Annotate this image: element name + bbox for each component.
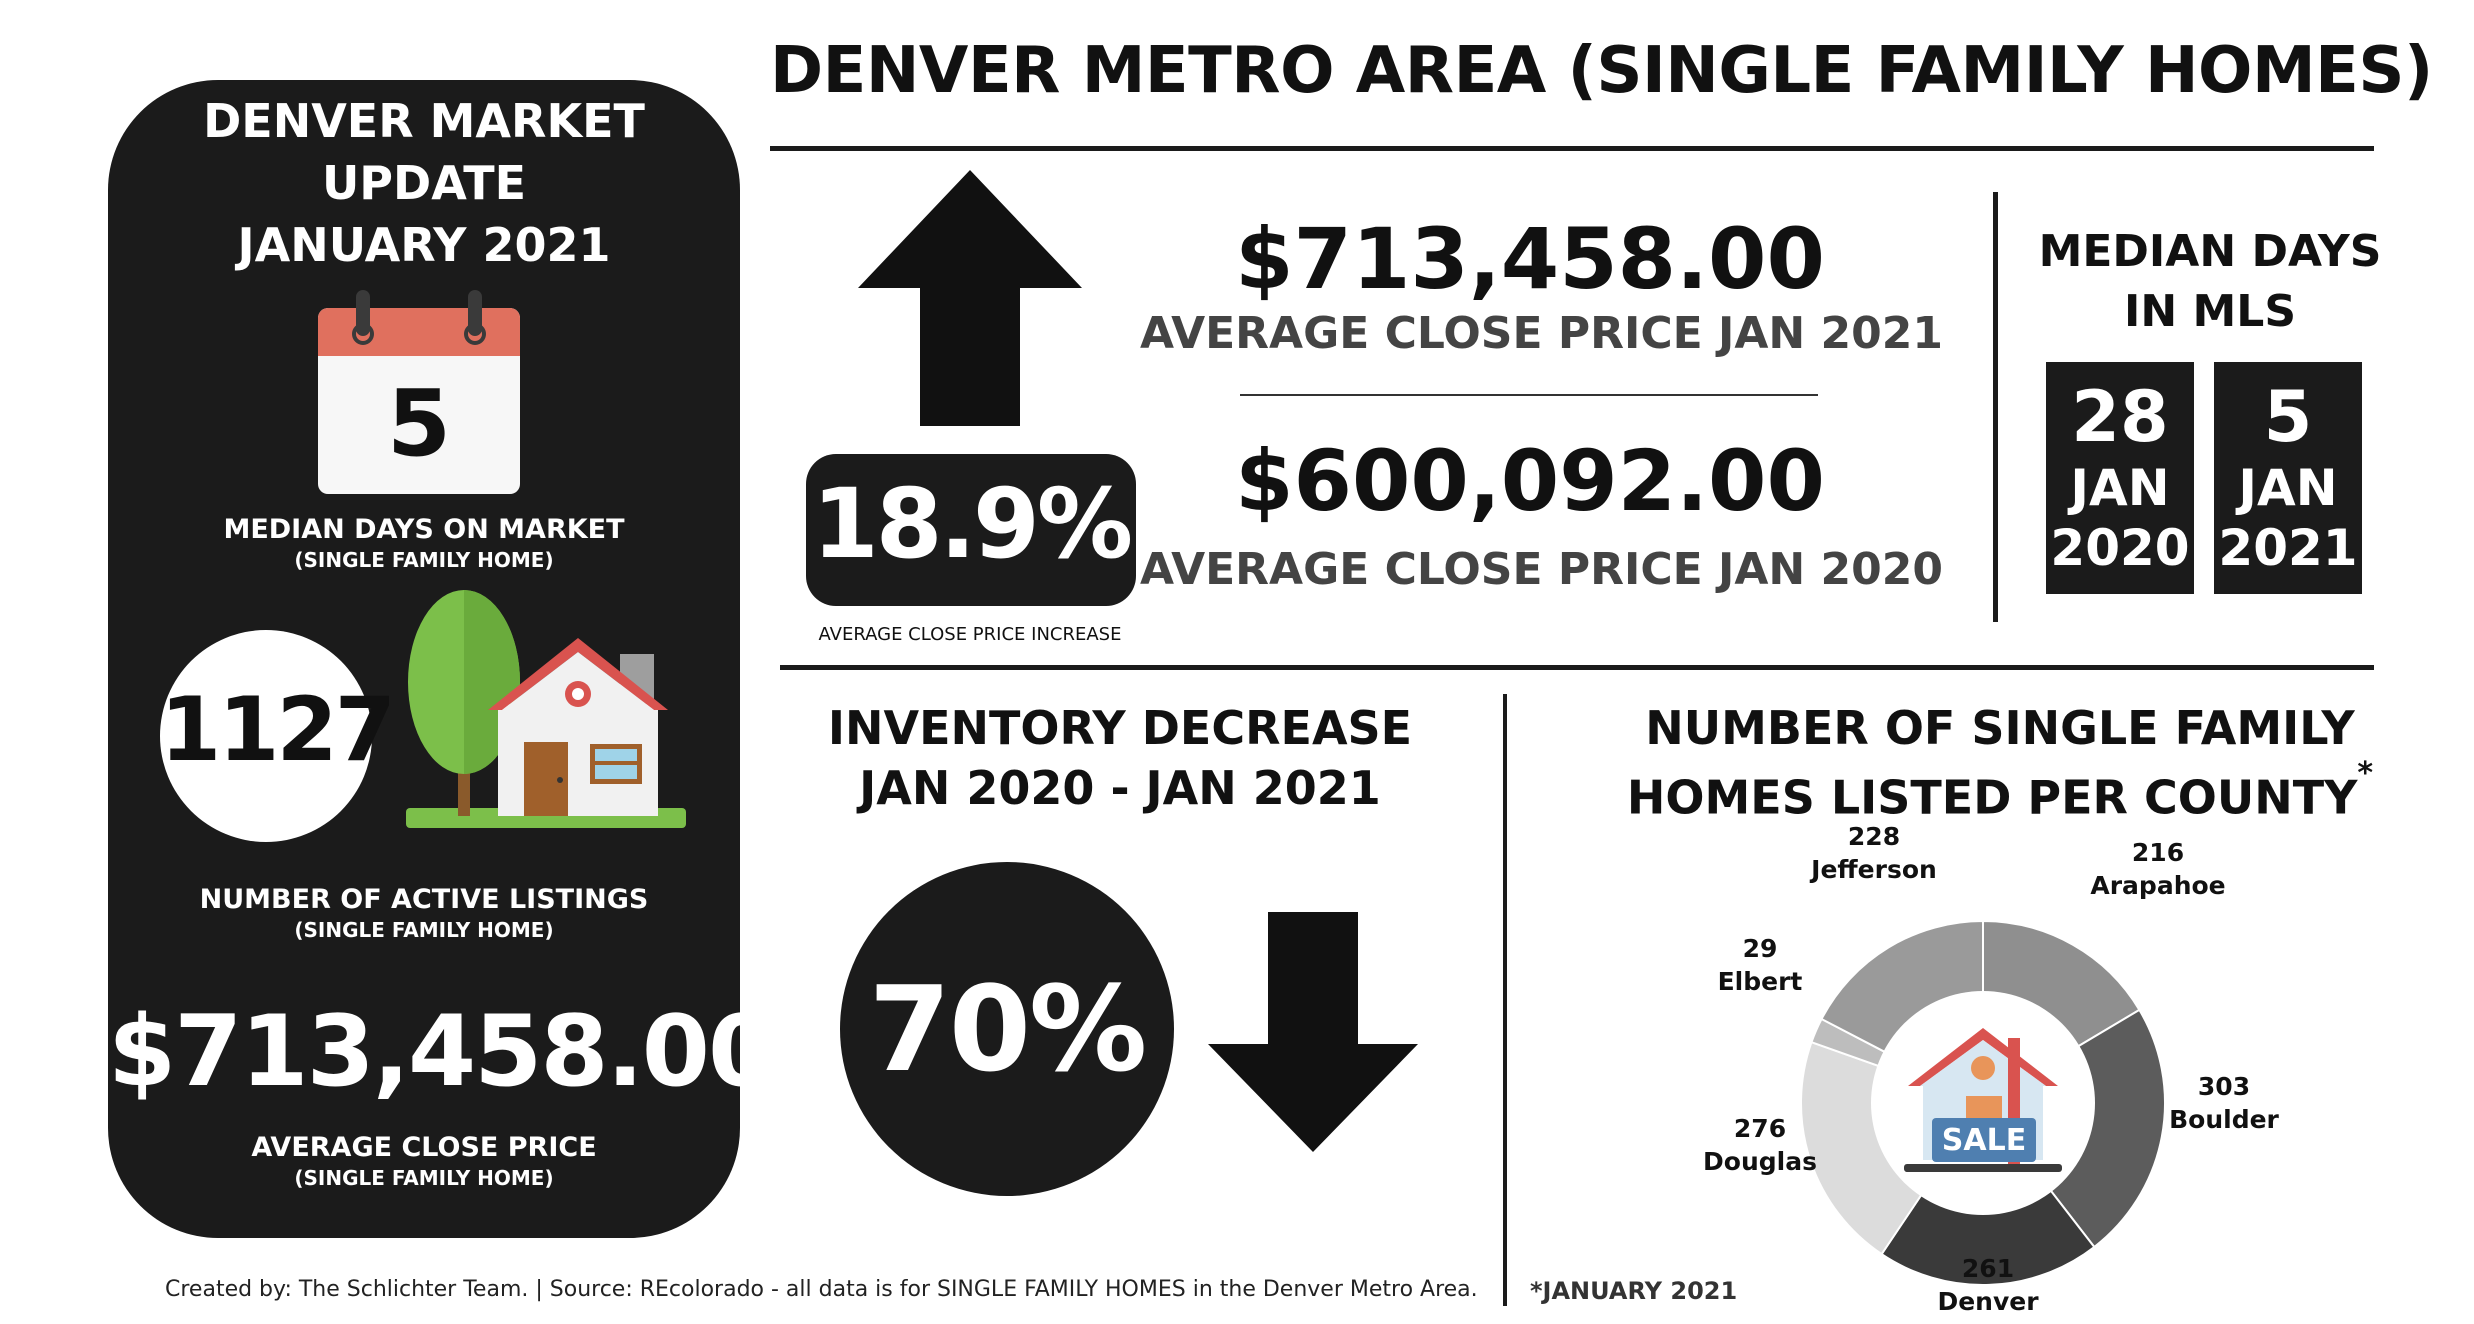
title-divider [770, 146, 2374, 151]
mls-title: MEDIAN DAYS IN MLS [2038, 226, 2382, 337]
county-label-douglas: 276 Douglas [1703, 1114, 1817, 1176]
mls-year: 2021 [2218, 519, 2358, 577]
median-days-label: MEDIAN DAYS ON MARKET [223, 514, 625, 545]
county-chart-title: NUMBER OF SINGLE FAMILY HOMES LISTED PER… [1626, 701, 2374, 825]
active-listings-sub: (SINGLE FAMILY HOME) [294, 918, 554, 942]
price-increase-badge [806, 454, 1136, 606]
inventory-decrease-value: 70% [868, 960, 1147, 1098]
county-label-arapahoe: 216 Arapahoe [2090, 838, 2226, 900]
mls-month: JAN [2070, 459, 2170, 517]
house-sale-icon: SALE [1904, 1028, 2062, 1172]
county-donut-chart: SALE [1800, 919, 2166, 1286]
county-footnote: *JANUARY 2021 [1530, 1277, 1738, 1305]
active-listings-circle [160, 630, 372, 842]
county-label-elbert: 29 Elbert [1717, 934, 1803, 996]
county-label-boulder: 303 Boulder [2169, 1072, 2279, 1134]
inventory-title: INVENTORY DECREASE JAN 2020 - JAN 2021 [827, 701, 1413, 815]
source-footer: Created by: The Schlichter Team. | Sourc… [165, 1277, 1478, 1302]
house-with-tree-icon [406, 590, 686, 828]
active-listings-value: 1127 [160, 678, 396, 781]
middle-divider [780, 665, 2374, 670]
inventory-circle [840, 862, 1174, 1196]
price-2020-label: AVERAGE CLOSE PRICE JAN 2020 [1140, 544, 1944, 595]
median-days-on-market-value: 5 [386, 370, 451, 477]
price-2021-label: AVERAGE CLOSE PRICE JAN 2021 [1140, 308, 1944, 359]
county-label-denver: 261 Denver [1937, 1254, 2039, 1316]
arrow-down-icon [1208, 912, 1418, 1152]
left-panel-title: DENVER MARKET UPDATE JANUARY 2021 [203, 94, 645, 272]
price-2021-value: $713,458.00 [1235, 210, 1825, 308]
mls-value: 5 [2263, 376, 2313, 458]
mls-year: 2020 [2050, 519, 2190, 577]
mls-box-2021: 5 JAN 2021 [2214, 362, 2362, 594]
mls-month: JAN [2238, 459, 2338, 517]
mls-box-2020: 28 JAN 2020 [2046, 362, 2194, 594]
price-increase-value: 18.9% [811, 468, 1133, 580]
avg-close-price-label: AVERAGE CLOSE PRICE [251, 1132, 597, 1163]
sale-sign-text: SALE [1942, 1123, 2026, 1158]
avg-close-price-sub: (SINGLE FAMILY HOME) [294, 1166, 554, 1190]
median-days-sub: (SINGLE FAMILY HOME) [294, 548, 554, 572]
price-divider [1240, 394, 1818, 396]
price-increase-label: AVERAGE CLOSE PRICE INCREASE [818, 624, 1122, 645]
section-divider-vertical [1993, 192, 1998, 622]
left-avg-close-price: $713,458.00 [108, 995, 776, 1109]
active-listings-label: NUMBER OF ACTIVE LISTINGS [199, 884, 649, 915]
price-2020-value: $600,092.00 [1235, 432, 1825, 530]
page-title: DENVER METRO AREA (SINGLE FAMILY HOMES) [770, 34, 2433, 108]
county-label-jefferson: 228 Jefferson [1811, 822, 1937, 884]
arrow-up-icon [858, 170, 1082, 426]
section-divider-vertical [1503, 694, 1507, 1306]
calendar-icon [318, 290, 520, 494]
mls-value: 28 [2071, 376, 2169, 458]
